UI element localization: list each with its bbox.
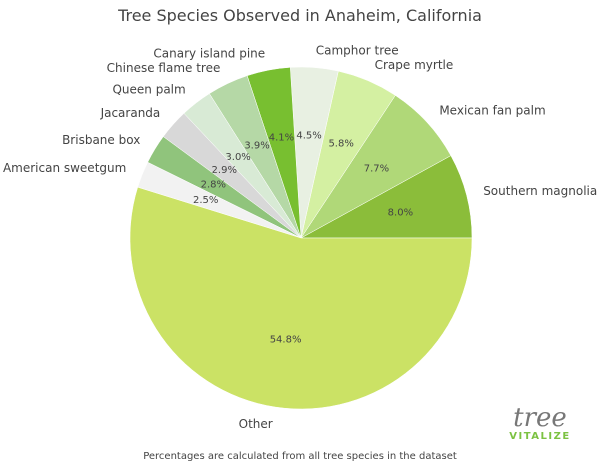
slice-label: Camphor tree — [316, 43, 399, 57]
slice-label: Canary island pine — [153, 46, 265, 60]
slice-percent-label: 8.0% — [388, 207, 413, 218]
slice-label: Crape myrtle — [375, 58, 454, 72]
logo-word: tree — [513, 403, 567, 433]
slice-label: Brisbane box — [62, 133, 140, 147]
pie-slice-other — [129, 186, 473, 410]
slice-percent-label: 7.7% — [364, 163, 389, 174]
slice-percent-label: 5.8% — [328, 139, 353, 150]
slice-percent-label: 4.1% — [269, 132, 294, 143]
slice-label: American sweetgum — [3, 161, 126, 175]
slice-percent-label: 3.9% — [244, 140, 269, 151]
slice-percent-label: 2.8% — [201, 180, 226, 191]
footnote: Percentages are calculated from all tree… — [143, 451, 457, 462]
chart-title: Tree Species Observed in Anaheim, Califo… — [118, 6, 482, 25]
slice-percent-label: 3.0% — [225, 152, 250, 163]
slice-label: Other — [239, 417, 273, 431]
tree-vitalize-logo: tree VITALIZE — [500, 405, 580, 442]
slice-label: Queen palm — [112, 82, 185, 96]
slice-label: Southern magnolia — [483, 184, 597, 198]
slice-percent-label: 2.9% — [212, 165, 237, 176]
slice-label: Chinese flame tree — [107, 61, 221, 75]
slice-percent-label: 4.5% — [296, 131, 321, 142]
slice-label: Mexican fan palm — [439, 104, 545, 118]
logo-sub: VITALIZE — [509, 431, 571, 442]
slice-percent-label: 2.5% — [193, 195, 218, 206]
slice-percent-label: 54.8% — [270, 334, 302, 345]
slice-label: Jacaranda — [100, 106, 161, 120]
